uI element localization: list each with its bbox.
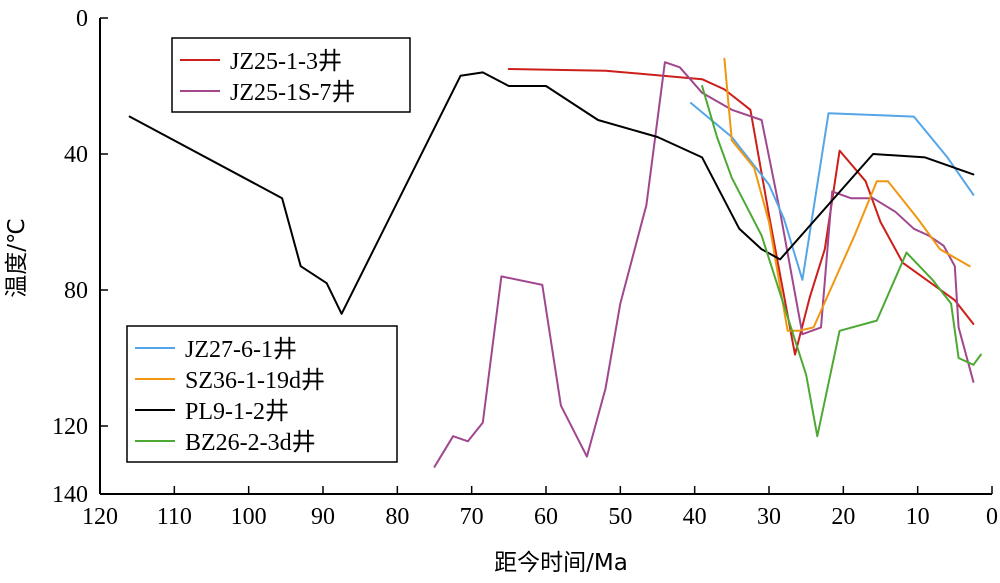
x-tick-label: 90 [311, 504, 335, 530]
x-tick-label: 110 [157, 504, 192, 530]
x-tick-label: 40 [683, 504, 707, 530]
plot-series-layer [128, 57, 982, 468]
x-tick-label: 0 [986, 504, 998, 530]
x-tick-label: 120 [82, 504, 118, 530]
legend-bottom-left: JZ27-6-1井 SZ36-1-19d井 PL9-1-2井 BZ26-2-3d井 [126, 325, 398, 463]
series-line-pl9-1-2 [128, 71, 975, 315]
legend-label-jz25-1s-7: JZ25-1S-7井 [230, 79, 355, 106]
x-tick-label: 70 [460, 504, 484, 530]
x-tick-label: 20 [831, 504, 855, 530]
y-tick-label: 80 [64, 278, 88, 304]
x-tick-label: 80 [385, 504, 409, 530]
legend-top-left: JZ25-1-3井 JZ25-1S-7井 [171, 37, 411, 113]
y-tick-label: 120 [52, 414, 88, 440]
y-tick-label: 0 [76, 6, 88, 32]
legend-label-jz27-6-1: JZ27-6-1井 [185, 336, 297, 363]
x-tick-label: 30 [757, 504, 781, 530]
x-tick-label: 50 [608, 504, 632, 530]
y-axis-title: 温度/℃ [4, 218, 30, 298]
y-tick-label: 40 [64, 142, 88, 168]
series-line-jz25-1-3 [507, 68, 975, 356]
legend-box [171, 37, 411, 113]
series-line-sz36-1-19d [723, 57, 971, 332]
x-axis-title: 距今时间/Ma [494, 550, 628, 576]
legend-label-pl9-1-2: PL9-1-2井 [185, 398, 289, 425]
y-tick-label: 140 [52, 482, 88, 508]
legend-label-sz36-1-19d: SZ36-1-19d井 [185, 367, 325, 394]
series-line-jz27-6-1 [689, 102, 975, 281]
series-line-jz25-1s-7 [433, 61, 975, 468]
x-tick-label: 10 [906, 504, 930, 530]
legend-label-bz26-2-3d: BZ26-2-3d井 [185, 429, 316, 456]
x-tick-label: 100 [231, 504, 267, 530]
x-tick-label: 60 [534, 504, 558, 530]
legend-label-jz25-1-3: JZ25-1-3井 [230, 48, 342, 75]
series-line-bz26-2-3d [701, 85, 982, 438]
